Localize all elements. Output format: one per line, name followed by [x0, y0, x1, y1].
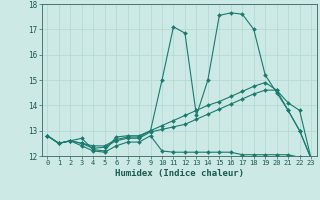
X-axis label: Humidex (Indice chaleur): Humidex (Indice chaleur) — [115, 169, 244, 178]
